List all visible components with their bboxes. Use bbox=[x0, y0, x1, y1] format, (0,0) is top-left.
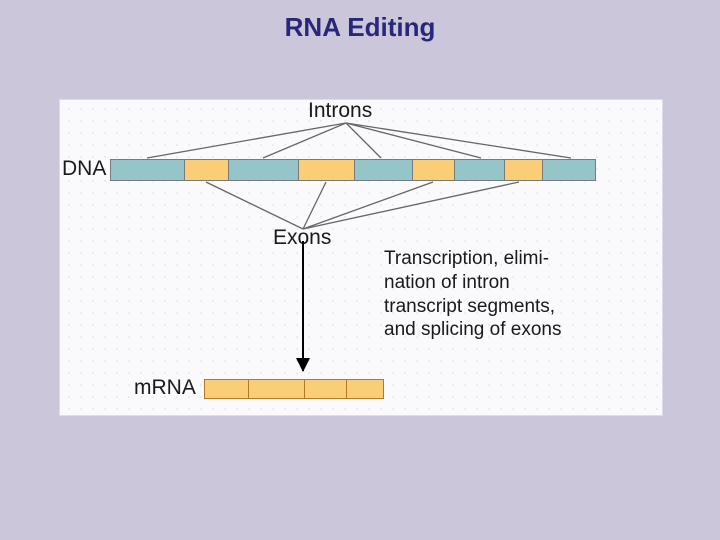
process-line: and splicing of exons bbox=[384, 318, 561, 342]
process-line: transcript segments, bbox=[384, 295, 561, 319]
mrna-label: mRNA bbox=[134, 376, 196, 400]
mrna-strand bbox=[204, 379, 384, 399]
mrna-exon-segment bbox=[346, 380, 384, 398]
process-text: Transcription, elimi-nation of introntra… bbox=[384, 247, 561, 342]
diagram-panel: Introns DNA Exons Transcription, elimi-n… bbox=[59, 99, 663, 416]
page-title: RNA Editing bbox=[0, 0, 720, 43]
mrna-exon-segment bbox=[248, 380, 304, 398]
process-line: nation of intron bbox=[384, 271, 561, 295]
process-arrow bbox=[302, 241, 304, 371]
mrna-exon-segment bbox=[304, 380, 346, 398]
process-line: Transcription, elimi- bbox=[384, 247, 561, 271]
exon-connectors bbox=[60, 100, 664, 233]
mrna-exon-segment bbox=[204, 380, 248, 398]
